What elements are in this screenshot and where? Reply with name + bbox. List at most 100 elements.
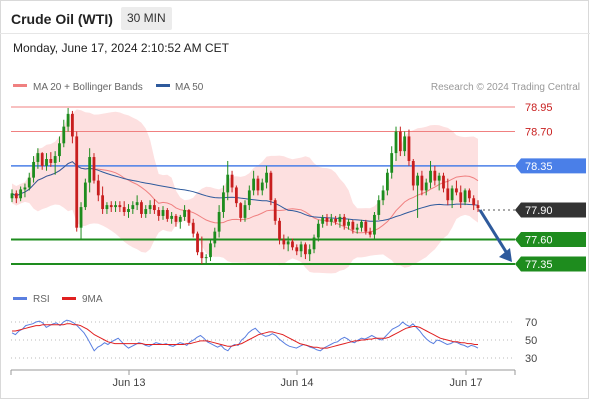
candle-body xyxy=(36,153,40,162)
candle-body xyxy=(299,244,303,252)
legend-label-ma50: MA 50 xyxy=(175,82,204,93)
candle-body xyxy=(247,190,251,206)
level-tag-3 xyxy=(515,202,586,218)
candle-body xyxy=(122,207,126,212)
candle-body xyxy=(304,244,307,255)
candle-body xyxy=(256,178,260,191)
candle-body xyxy=(381,190,385,201)
candle-body xyxy=(278,220,281,240)
forecast-arrow-layer xyxy=(478,209,512,262)
candle-body xyxy=(243,205,247,218)
candle-body xyxy=(191,222,195,234)
candle-body xyxy=(144,209,148,214)
candle-body xyxy=(96,180,100,196)
level-tag-4 xyxy=(515,231,586,247)
candle-body xyxy=(334,218,338,222)
datetime-label: Monday, June 17, 2024 2:10:52 AM CET xyxy=(13,41,229,55)
candle-body xyxy=(368,231,372,235)
candle-body xyxy=(291,241,294,248)
candle-body xyxy=(286,241,290,245)
x-axis: Jun 13 Jun 14 Jun 17 xyxy=(10,369,516,389)
candle-body xyxy=(204,257,208,259)
candle-body xyxy=(109,205,113,208)
rsi-ma-line xyxy=(12,323,478,349)
candle-body xyxy=(385,172,389,191)
candle-body xyxy=(71,113,74,137)
rsi-tick-70: 70 xyxy=(525,317,537,329)
candle-body xyxy=(351,221,355,230)
candle-body xyxy=(338,216,342,222)
header: Crude Oil (WTI) 30 MIN xyxy=(0,0,590,34)
candle-body xyxy=(49,159,53,163)
candle-body xyxy=(411,160,415,186)
level-tag-5 xyxy=(515,256,586,272)
candle-body xyxy=(308,249,312,255)
candle-body xyxy=(140,202,143,214)
candle-body xyxy=(273,200,277,221)
candle-body xyxy=(66,113,70,127)
candle-body xyxy=(342,216,346,226)
legend-swatch-ma50 xyxy=(156,84,170,87)
level-label-3: 77.90 xyxy=(525,205,553,217)
candle-body xyxy=(420,175,424,191)
candle-body xyxy=(463,190,467,203)
legend-label-rsi-ma: 9MA xyxy=(82,294,103,305)
candle-body xyxy=(437,175,441,181)
level-label-4: 77.60 xyxy=(525,234,553,246)
candle-body xyxy=(265,172,268,183)
candle-body xyxy=(234,187,238,204)
candle-body xyxy=(127,209,130,212)
x-tick-label: Jun 13 xyxy=(112,377,145,389)
candle-body xyxy=(282,239,286,245)
candle-body xyxy=(325,217,329,222)
candle-body xyxy=(260,182,264,191)
candle-body xyxy=(157,210,161,216)
legend-label-ma20: MA 20 + Bollinger Bands xyxy=(33,82,143,93)
candle-body xyxy=(148,205,152,210)
candle-body xyxy=(19,189,23,199)
candle-body xyxy=(312,237,316,250)
candle-body xyxy=(364,221,368,232)
candle-body xyxy=(429,170,432,183)
legend-swatch-rsi xyxy=(13,297,27,300)
candle-body xyxy=(424,182,428,191)
candle-body xyxy=(135,202,139,206)
copyright-text: Research © 2024 Trading Central xyxy=(431,82,580,93)
candle-body xyxy=(239,203,243,218)
candle-body xyxy=(105,205,109,210)
candle-body xyxy=(472,198,476,206)
candle-body xyxy=(222,192,225,212)
candle-body xyxy=(62,126,66,144)
candle-body xyxy=(165,210,169,219)
candle-body xyxy=(14,193,18,199)
candle-body xyxy=(476,205,480,209)
candle-body xyxy=(433,170,437,181)
legend-swatch-ma20 xyxy=(13,84,27,87)
x-tick-label: Jun 17 xyxy=(449,377,482,389)
candle-body xyxy=(79,207,83,228)
forecast-arrow-shaft xyxy=(478,209,510,256)
candle-body xyxy=(187,210,191,223)
candle-body xyxy=(114,205,117,208)
candle-body xyxy=(161,210,165,216)
candle-body xyxy=(58,143,61,157)
timeframe-badge[interactable]: 30 MIN xyxy=(121,7,172,30)
candle-body xyxy=(321,217,325,224)
legend-swatch-rsi-ma xyxy=(62,297,76,300)
candle-body xyxy=(118,205,122,208)
candle-body xyxy=(45,159,48,166)
level-label-5: 77.35 xyxy=(525,259,553,271)
rsi-line xyxy=(11,319,479,352)
candle-body xyxy=(75,136,79,228)
candle-body xyxy=(101,195,105,210)
candle-body xyxy=(450,188,454,201)
candle-body xyxy=(178,216,182,222)
candle-body xyxy=(252,178,256,191)
candle-body xyxy=(226,174,230,193)
candle-body xyxy=(83,182,87,208)
candle-body xyxy=(446,188,450,201)
candle-body xyxy=(200,252,204,259)
candle-body xyxy=(174,215,178,222)
candle-body xyxy=(377,200,381,215)
